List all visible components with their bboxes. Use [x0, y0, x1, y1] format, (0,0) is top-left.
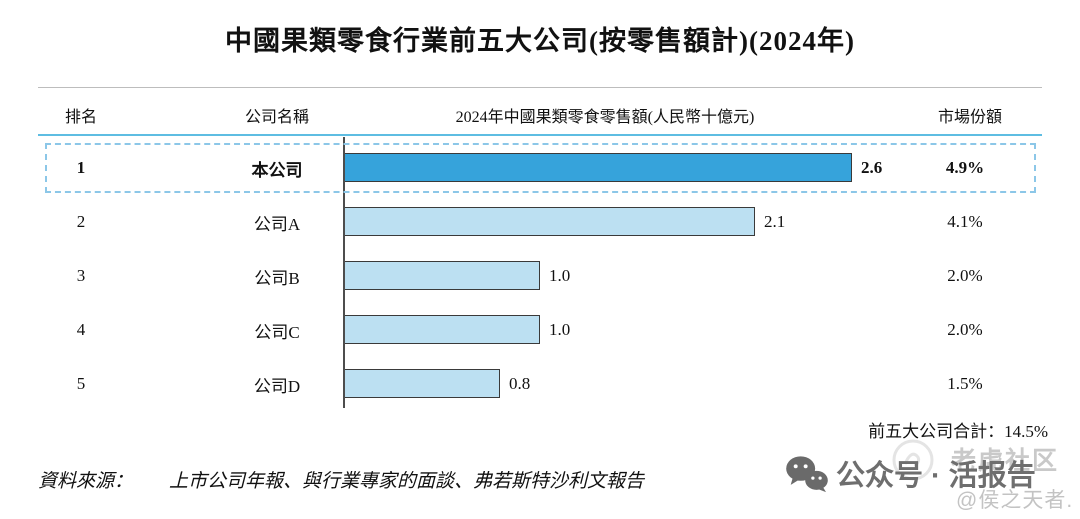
market-share-cell: 2.0% [947, 320, 983, 339]
rank-cell: 5 [76, 374, 86, 393]
rank-cell: 4 [76, 320, 86, 339]
chart-row: 5 公司D 0.8 1.5% [0, 357, 1080, 411]
table-top-rule [38, 87, 1042, 88]
bar-value-label: 2.6 [861, 158, 883, 177]
source-text: 上市公司年報、與行業專家的面談、弗若斯特沙利文報告 [169, 471, 645, 492]
bar-value-label: 1.0 [549, 320, 571, 339]
watermark-community-label: 老虎社区 [951, 447, 1060, 475]
chart-row: 1 本公司 2.6 4.9% [0, 141, 1080, 195]
market-share-cell: 4.9% [945, 158, 985, 177]
bar-value-label: 2.1 [764, 212, 786, 231]
bar-value-label: 0.8 [509, 374, 531, 393]
bar [344, 315, 540, 344]
company-cell: 本公司 [251, 160, 303, 180]
market-share-cell: 4.1% [947, 212, 983, 231]
bar [344, 261, 540, 290]
chart-row: 2 公司A 2.1 4.1% [0, 195, 1080, 249]
chart-axis-line [343, 137, 345, 408]
source-prefix: 資料來源： [38, 471, 134, 492]
watermark-account-label: 公众号 · 活报告 [836, 460, 1036, 492]
market-share-cell: 1.5% [947, 374, 983, 393]
header-divider-rule [38, 134, 1042, 136]
source-line: 資料來源： 上市公司年報、與行業專家的面談、弗若斯特沙利文報告 [38, 466, 644, 493]
company-cell: 公司D [253, 376, 301, 396]
rank-cell: 1 [76, 158, 86, 177]
top-five-total-note: 前五大公司合計：14.5% [868, 422, 1048, 441]
bar-value-label: 1.0 [549, 266, 571, 285]
company-cell: 公司C [254, 322, 300, 342]
bar [344, 207, 755, 236]
rank-cell: 2 [76, 212, 86, 231]
chart-row: 4 公司C 1.0 2.0% [0, 303, 1080, 357]
rank-cell: 3 [76, 266, 86, 285]
bar [344, 369, 500, 398]
wechat-icon [786, 456, 828, 493]
bar [344, 153, 852, 182]
chart-row: 3 公司B 1.0 2.0% [0, 249, 1080, 303]
company-cell: 公司A [253, 214, 301, 234]
page-title: 中國果類零食行業前五大公司(按零售額計)(2024年) [225, 26, 855, 56]
column-header-company: 公司名稱 [244, 109, 310, 126]
column-header-rank: 排名 [64, 109, 98, 126]
column-header-market-share: 市場份額 [937, 109, 1003, 126]
company-cell: 公司B [254, 268, 300, 288]
tiger-community-logo-icon [892, 439, 934, 481]
market-share-cell: 2.0% [947, 266, 983, 285]
column-header-retail-value: 2024年中國果類零食零售額(人民幣十億元) [455, 109, 755, 126]
watermark-handle-label: @侯之天者. [956, 489, 1074, 512]
